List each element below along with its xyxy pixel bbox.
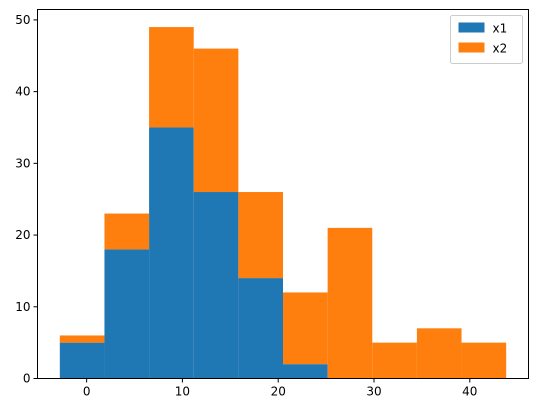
legend-label-x1: x1	[493, 22, 508, 36]
bar-x1-bin-3	[193, 192, 239, 379]
x-axis: 0 10 20 30 40	[83, 378, 477, 399]
bar-x2-bin-9	[461, 342, 507, 379]
x-tick-label: 40	[462, 385, 477, 399]
x-tick-label: 10	[175, 385, 190, 399]
bar-x1-bin-0	[59, 342, 105, 379]
legend-swatch-x1	[458, 22, 485, 33]
y-tick-label: 20	[15, 228, 30, 242]
x-tick-label: 20	[271, 385, 286, 399]
plot-frame	[37, 9, 529, 379]
bar-x2-bin-6	[327, 227, 373, 379]
y-tick-label: 0	[23, 372, 31, 386]
y-axis: 0 10 20 30 40 50	[15, 13, 38, 386]
legend-swatch-x2	[458, 42, 485, 53]
bar-x2-bin-5	[283, 292, 328, 365]
bar-x2-bin-4	[238, 192, 283, 279]
bars-layer	[59, 27, 507, 379]
legend-label-x2: x2	[493, 42, 508, 56]
bar-x1-bin-5	[283, 364, 328, 379]
bar-x2-bin-0	[59, 335, 105, 343]
x-tick-label: 30	[366, 385, 381, 399]
y-tick-label: 50	[15, 13, 30, 27]
y-tick-label: 30	[15, 156, 30, 170]
bar-x1-bin-4	[238, 278, 283, 379]
bar-x2-bin-7	[372, 342, 417, 379]
bar-x2-bin-2	[149, 27, 194, 128]
bar-x2-bin-8	[416, 328, 462, 379]
bar-x2-bin-1	[104, 213, 150, 250]
bar-x1-bin-2	[149, 127, 194, 379]
y-tick-label: 10	[15, 300, 30, 314]
bar-x1-bin-1	[104, 249, 150, 379]
x-tick-label: 0	[83, 385, 91, 399]
y-tick-label: 40	[15, 85, 30, 99]
bar-x2-bin-3	[193, 48, 239, 193]
